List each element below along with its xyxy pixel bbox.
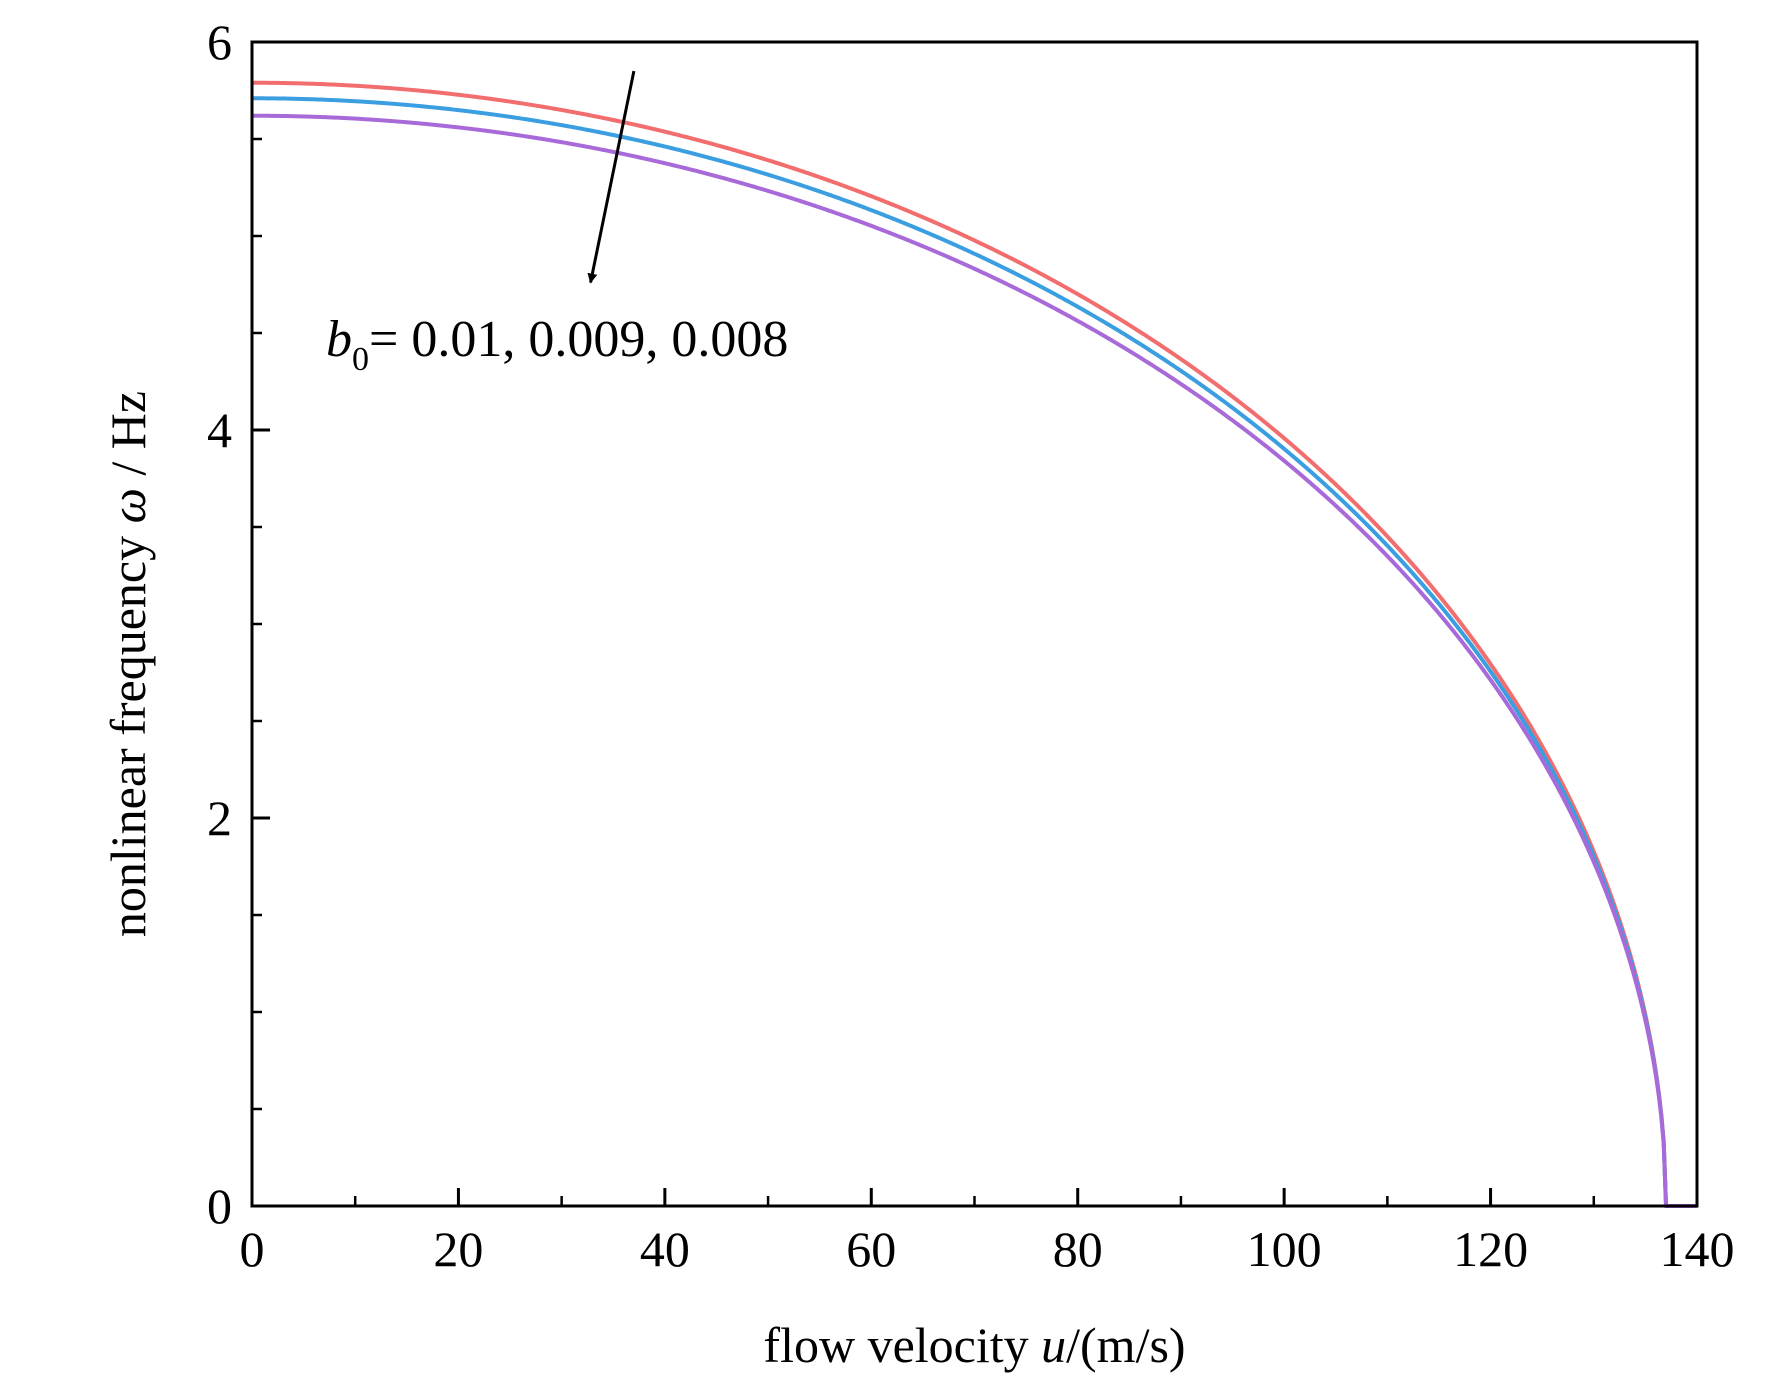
x-tick-label: 100 — [1247, 1221, 1322, 1277]
annotation-values: = 0.01, 0.009, 0.008 — [369, 311, 788, 368]
y-axis-variable: ω — [100, 488, 156, 523]
x-tick-label: 120 — [1453, 1221, 1528, 1277]
axis-ticks — [250, 40, 1699, 1208]
series-line-2 — [252, 96, 1697, 1208]
series-line-1 — [252, 80, 1697, 1208]
y-axis-title-suffix: / Hz — [100, 391, 156, 488]
annotation-arrow — [587, 70, 636, 284]
y-axis-title: nonlinear frequency ω / Hz — [100, 391, 156, 937]
x-axis-variable: u — [1041, 1317, 1066, 1373]
x-tick-label: 60 — [846, 1221, 896, 1277]
series-annotation: b0= 0.01, 0.009, 0.008 — [326, 311, 788, 378]
x-tick-label: 140 — [1660, 1221, 1735, 1277]
annotation-subscript: 0 — [352, 341, 369, 378]
x-tick-label: 80 — [1053, 1221, 1103, 1277]
y-tick-label: 0 — [207, 1178, 232, 1234]
x-tick-label: 40 — [640, 1221, 690, 1277]
y-tick-label: 6 — [207, 14, 232, 70]
plot-area-frame — [250, 40, 1699, 1208]
tick-labels: 0 20 40 60 80 100 120 140 0 2 4 6 — [207, 14, 1735, 1277]
series-line-3 — [252, 113, 1697, 1208]
y-axis-title-prefix: nonlinear frequency — [100, 523, 156, 937]
x-axis-title: flow velocity u/(m/s) — [763, 1317, 1185, 1373]
y-tick-label: 4 — [207, 402, 232, 458]
x-tick-label: 20 — [433, 1221, 483, 1277]
series-lines — [252, 80, 1697, 1208]
annotation-symbol: b — [326, 311, 352, 368]
x-axis-title-suffix: /(m/s) — [1066, 1317, 1185, 1373]
y-tick-label: 2 — [207, 790, 232, 846]
x-tick-label: 0 — [240, 1221, 265, 1277]
x-axis-title-prefix: flow velocity — [763, 1317, 1041, 1373]
